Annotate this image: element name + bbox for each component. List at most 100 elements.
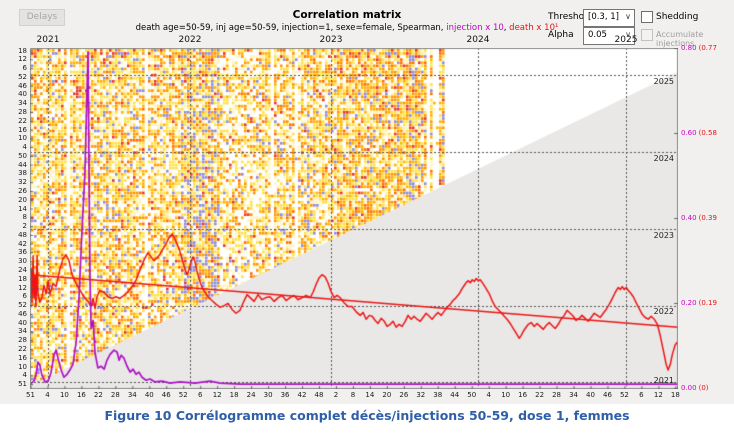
figure-caption: Figure 10 Corrélogramme complet décès/in… <box>104 408 630 423</box>
y-tick-label: 44 <box>18 160 27 169</box>
right-axis-tick: 0.20 (0.19 <box>681 299 717 307</box>
y-tick-label: 4 <box>22 371 27 380</box>
x-tick-label: 28 <box>552 391 562 399</box>
x-tick-label: 40 <box>586 391 595 399</box>
x-tick-label: 48 <box>314 391 324 399</box>
x-axis-year-label: 2021 <box>36 35 60 45</box>
threshold-value: [0.3, 1] <box>588 12 619 22</box>
y-tick-label: 8 <box>22 213 27 222</box>
y-tick-label: 46 <box>18 309 27 318</box>
y-tick-label: 22 <box>18 116 27 125</box>
y-tick-label: 30 <box>18 257 27 266</box>
correlation-matrix-plot[interactable] <box>30 48 678 389</box>
x-tick-label: 32 <box>416 391 426 399</box>
inner-year-label: 2025 <box>653 77 674 86</box>
x-tick-label: 36 <box>280 391 290 399</box>
y-tick-label: 16 <box>18 125 27 134</box>
y-tick-label: 40 <box>18 318 27 327</box>
y-tick-label: 24 <box>18 266 27 274</box>
x-tick-label: 40 <box>144 391 154 399</box>
x-tick-label: 34 <box>127 391 137 399</box>
x-tick-label: 34 <box>569 391 578 399</box>
y-tick-label: 52 <box>18 301 27 310</box>
y-tick-label: 12 <box>18 55 27 64</box>
accumulate-injections-checkbox <box>641 29 653 41</box>
y-tick-label: 2 <box>22 222 27 231</box>
right-axis-tick: 0.00 (0) <box>681 384 709 392</box>
x-tick-label: 16 <box>76 391 86 399</box>
y-tick-label: 16 <box>18 353 27 362</box>
y-tick-label: 36 <box>18 248 27 257</box>
inner-year-label: 2021 <box>653 376 674 385</box>
y-tick-label: 28 <box>18 336 27 345</box>
x-tick-label: 38 <box>433 391 443 399</box>
subtitle-separator: , <box>503 23 510 33</box>
alpha-label: Alpha <box>548 30 574 40</box>
y-tick-label: 42 <box>18 239 27 248</box>
threshold-dropdown[interactable]: [0.3, 1] ∨ <box>583 9 635 27</box>
x-axis-year-label: 2023 <box>319 35 343 45</box>
y-tick-label: 46 <box>18 81 27 90</box>
x-tick-label: 28 <box>110 391 120 399</box>
x-tick-label: 4 <box>45 391 50 399</box>
x-tick-label: 12 <box>212 391 222 399</box>
y-tick-label: 6 <box>22 64 27 73</box>
y-tick-label: 38 <box>18 169 27 178</box>
x-axis-year-label: 2025 <box>614 35 638 45</box>
x-tick-label: 51 <box>26 391 35 399</box>
chevron-down-icon: ∨ <box>625 30 631 39</box>
x-tick-label: 50 <box>467 391 477 399</box>
inner-year-label: 2024 <box>653 154 674 163</box>
x-tick-label: 42 <box>297 391 307 399</box>
subtitle-death-scale: death x 10¹ <box>509 23 559 33</box>
y-tick-label: 4 <box>22 143 27 152</box>
y-tick-label: 48 <box>18 230 27 239</box>
x-tick-label: 8 <box>350 391 356 399</box>
y-tick-label: 20 <box>18 195 27 204</box>
x-tick-label: 10 <box>59 391 69 399</box>
y-tick-label: 52 <box>18 72 27 81</box>
right-axis-tick: 0.40 (0.39 <box>681 214 717 222</box>
x-tick-label: 6 <box>197 391 203 399</box>
x-tick-label: 10 <box>501 391 511 399</box>
x-tick-label: 20 <box>382 391 392 399</box>
x-tick-label: 26 <box>399 391 409 399</box>
subtitle-parameters: death age=50-59, inj age=50-59, injectio… <box>135 23 447 33</box>
chart-subtitle: death age=50-59, inj age=50-59, injectio… <box>117 23 577 33</box>
x-tick-label: 46 <box>603 391 612 399</box>
x-tick-label: 16 <box>518 391 528 399</box>
delays-button[interactable]: Delays <box>19 9 65 26</box>
x-tick-label: 4 <box>486 391 491 399</box>
y-tick-label: 18 <box>18 46 27 55</box>
y-tick-label: 22 <box>18 345 27 354</box>
alpha-dropdown[interactable]: 0.05 ∨ <box>583 27 635 45</box>
y-tick-label: 34 <box>18 327 27 336</box>
inner-year-label: 2023 <box>653 231 674 240</box>
inner-year-label: 2022 <box>653 307 674 316</box>
x-tick-label: 22 <box>93 391 103 399</box>
y-tick-label: 50 <box>18 151 27 160</box>
y-tick-label: 34 <box>18 99 27 108</box>
x-tick-label: 6 <box>639 391 644 399</box>
shedding-checkbox[interactable] <box>641 11 653 23</box>
y-tick-label: 14 <box>18 204 27 213</box>
x-tick-label: 52 <box>178 391 188 399</box>
caption-band <box>0 404 734 439</box>
x-axis-year-label: 2022 <box>178 35 202 45</box>
y-tick-label: 51 <box>18 380 27 389</box>
chevron-down-icon: ∨ <box>625 12 631 21</box>
y-tick-label: 12 <box>18 283 27 292</box>
y-tick-label: 32 <box>18 178 27 187</box>
chart-title: Correlation matrix <box>292 9 402 21</box>
x-tick-label: 52 <box>619 391 629 399</box>
x-tick-label: 24 <box>246 391 256 399</box>
x-tick-label: 12 <box>653 391 663 399</box>
y-tick-label: 10 <box>18 362 27 371</box>
subtitle-injection-scale: injection x 10 <box>446 23 504 33</box>
y-tick-label: 18 <box>18 274 27 283</box>
x-tick-label: 18 <box>229 391 239 399</box>
shedding-label: Shedding <box>656 12 699 22</box>
x-tick-label: 2 <box>333 391 339 399</box>
x-tick-label: 18 <box>670 391 680 399</box>
